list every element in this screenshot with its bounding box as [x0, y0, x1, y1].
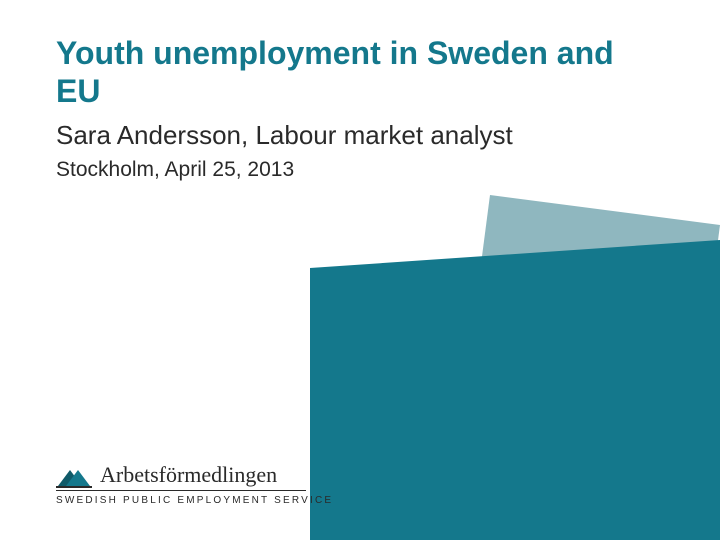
logo-wordmark: Arbetsförmedlingen: [100, 462, 277, 488]
decorative-block-dark: [310, 240, 720, 540]
logo: Arbetsförmedlingen SWEDISH PUBLIC EMPLOY…: [56, 462, 333, 506]
slide-title-text: Youth unemployment in Sweden and EU: [56, 34, 636, 111]
slide-subtitle: Sara Andersson, Labour market analyst: [56, 120, 513, 151]
logo-mark-icon: [56, 466, 92, 488]
slide-dateline: Stockholm, April 25, 2013: [56, 158, 294, 182]
slide-title: Youth unemployment in Sweden and EU Sara…: [0, 0, 720, 540]
logo-rule: [56, 490, 306, 491]
logo-subline: SWEDISH PUBLIC EMPLOYMENT SERVICE: [56, 495, 333, 506]
